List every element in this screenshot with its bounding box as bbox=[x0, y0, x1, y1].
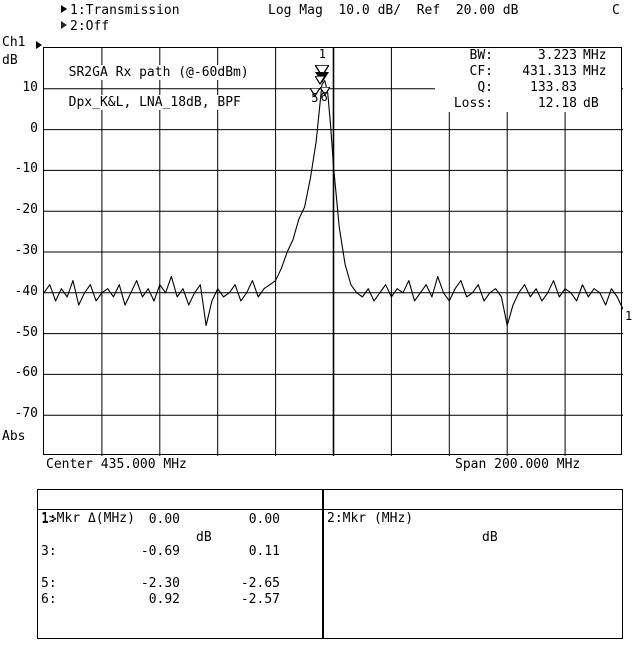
y-tick-label: -70 bbox=[14, 406, 38, 422]
measurement-value: 12.18 bbox=[537, 96, 577, 111]
channel-label: Ch1 bbox=[2, 35, 26, 50]
center-frequency-label[interactable]: Center 435.000 MHz bbox=[46, 457, 187, 472]
y-tick-label: -60 bbox=[14, 365, 38, 381]
span-frequency-label[interactable]: Span 200.000 MHz bbox=[455, 457, 581, 472]
marker-table-2-title: 2:Mkr (MHz) bbox=[327, 511, 414, 526]
measurement-value: 133.83 bbox=[530, 80, 577, 95]
marker-row-id: 6: bbox=[41, 592, 57, 607]
measurement-key: Q: bbox=[477, 80, 493, 95]
y-tick-label: -20 bbox=[14, 202, 38, 218]
measurement-unit: MHz bbox=[583, 48, 607, 63]
measurement-row: BW: 3.223 MHz bbox=[435, 48, 621, 64]
marker-row-magnitude: -2.57 bbox=[240, 592, 280, 607]
instrument-header: 1:Transmission 2:Off Log Mag 10.0 dB/ Re… bbox=[0, 0, 640, 38]
marker-row-id: 1> bbox=[41, 512, 57, 527]
y-tick-label: -40 bbox=[14, 283, 38, 299]
measurement-key: BW: bbox=[469, 48, 493, 63]
y-tick-label: -30 bbox=[14, 243, 38, 258]
y-tick-label: -50 bbox=[14, 324, 38, 340]
marker-table-1-db-header: dB bbox=[196, 530, 212, 545]
marker-1-triangle-icon bbox=[313, 64, 331, 78]
y-tick-label: 10 bbox=[22, 79, 38, 95]
plot-grid bbox=[44, 48, 623, 456]
marker-row-frequency: 0.92 bbox=[148, 592, 180, 607]
measurement-key: CF: bbox=[469, 64, 493, 79]
measurement-row: CF: 431.313 MHz bbox=[435, 64, 621, 80]
y-axis-unit-label: dB bbox=[2, 53, 18, 68]
right-edge-marker-label: 1 bbox=[625, 309, 633, 323]
y-tick-label: -10 bbox=[14, 161, 38, 177]
measurement-key: Loss: bbox=[453, 96, 493, 111]
channel2-inactive-arrow-icon bbox=[61, 21, 67, 29]
marker-table-1-header: 1:Mkr Δ(MHz) dB bbox=[38, 490, 322, 545]
marker-row-id: 5: bbox=[41, 576, 57, 591]
marker-table-channel-2[interactable]: 2:Mkr (MHz) dB bbox=[323, 489, 623, 639]
channel-reference-arrow-icon bbox=[36, 41, 42, 49]
format-scale-reference-label: Log Mag 10.0 dB/ Ref 20.00 dB bbox=[268, 3, 519, 18]
marker-table-channel-1[interactable]: 1:Mkr Δ(MHz) dB 1> 0.00 0.00 3: -0.69 0.11 5: -… bbox=[37, 489, 323, 639]
y-axis-tick-labels: 10 0 -10 -20 -30 -40 -50 -60 -70 bbox=[0, 47, 43, 455]
marker-1-number-label: 1 bbox=[318, 47, 327, 61]
marker-row-frequency: -0.69 bbox=[140, 544, 180, 559]
marker-table-1-title: 1:Mkr Δ(MHz) bbox=[41, 511, 135, 526]
transmission-trace bbox=[44, 80, 623, 326]
marker-table-2-db-header: dB bbox=[482, 530, 498, 545]
marker-table-2-header: 2:Mkr (MHz) dB bbox=[324, 490, 622, 545]
trace-plot-area[interactable] bbox=[43, 47, 623, 456]
plot-title-line-2: Dpx_K&L, LNA_18dB, BPF bbox=[67, 95, 242, 110]
marker-6-triangle-icon bbox=[318, 86, 331, 97]
measurement-value: 431.313 bbox=[522, 64, 577, 79]
correction-status-label: C bbox=[612, 3, 620, 18]
marker-row-magnitude: 0.00 bbox=[248, 512, 280, 527]
measurement-unit: dB bbox=[583, 96, 599, 111]
plot-title-line-1: SR2GA Rx path (@-60dBm) bbox=[67, 65, 250, 80]
measurement-unit: MHz bbox=[583, 64, 607, 79]
marker-tables: 1:Mkr Δ(MHz) dB 1> 0.00 0.00 3: -0.69 0.11 5: -… bbox=[37, 489, 623, 639]
marker-row-id: 3: bbox=[41, 544, 57, 559]
channel1-active-arrow-icon bbox=[61, 5, 67, 13]
marker-3-triangle-icon bbox=[313, 75, 326, 86]
channel1-trace-label[interactable]: 1:Transmission bbox=[70, 3, 180, 18]
scale-mode-label: Abs bbox=[2, 429, 26, 444]
marker-row-frequency: 0.00 bbox=[148, 512, 180, 527]
marker-row-magnitude: -2.65 bbox=[240, 576, 280, 591]
marker-5-triangle-icon bbox=[309, 86, 322, 97]
marker-5-number-label: 5 bbox=[311, 90, 319, 105]
measurement-value: 3.223 bbox=[537, 48, 577, 63]
measurement-row: Loss: 12.18 dB bbox=[435, 96, 621, 112]
marker-6-number-label: 6 bbox=[320, 90, 328, 105]
measurement-row: Q: 133.83 bbox=[435, 80, 621, 96]
measurement-readout-panel: BW: 3.223 MHz CF: 431.313 MHz Q: 133.83 Loss: 12.… bbox=[435, 48, 621, 112]
channel2-trace-label[interactable]: 2:Off bbox=[70, 19, 110, 34]
marker-row-frequency: -2.30 bbox=[140, 576, 180, 591]
plot-title-annotation: SR2GA Rx path (@-60dBm) Dpx_K&L, LNA_18d… bbox=[52, 50, 250, 110]
y-tick-label: 0 bbox=[30, 120, 38, 136]
marker-row-magnitude: 0.11 bbox=[248, 544, 280, 559]
